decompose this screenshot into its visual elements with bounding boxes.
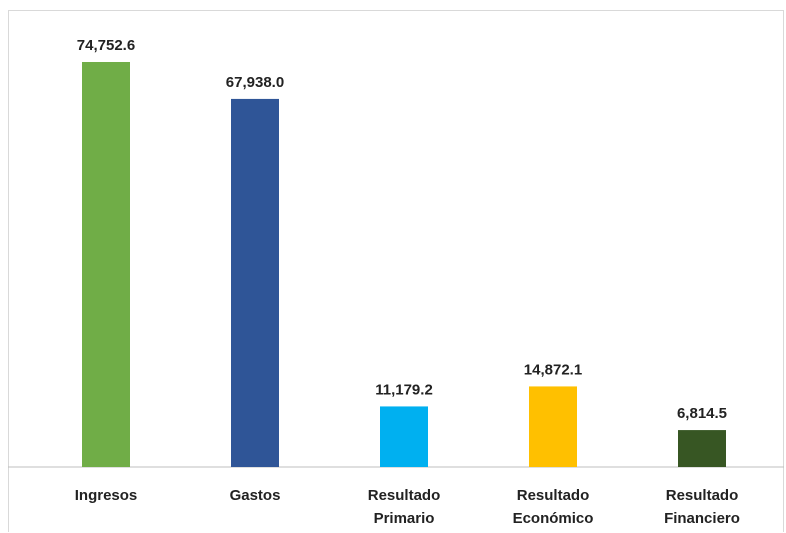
category-label-1-0: Gastos — [230, 487, 281, 504]
bar-4 — [678, 430, 726, 467]
category-labels-group: Ingresos Gastos Resultado Primario Resultado… — [75, 487, 740, 527]
category-label-2-0: Resultado — [368, 487, 441, 504]
chart-frame — [8, 10, 784, 532]
bar-2 — [380, 406, 428, 467]
value-label-2: 11,179.2 — [375, 381, 433, 398]
value-label-3: 14,872.1 — [524, 361, 582, 378]
bar-1 — [231, 98, 279, 468]
bars-group — [82, 62, 726, 468]
category-label-3-0: Resultado — [517, 487, 590, 504]
category-label-2-1: Primario — [374, 510, 435, 527]
value-label-0: 74,752.6 — [77, 37, 135, 54]
value-label-4: 6,814.5 — [677, 405, 727, 422]
category-label-0-0: Ingresos — [75, 487, 138, 504]
category-label-3-1: Económico — [513, 510, 594, 527]
value-label-1: 67,938.0 — [226, 74, 284, 91]
category-label-4-0: Resultado — [666, 487, 739, 504]
bar-3 — [529, 386, 577, 467]
category-label-4-1: Financiero — [664, 510, 740, 527]
value-labels-group: 74,752.6 67,938.0 11,179.2 14,872.1 6,814.5 — [77, 37, 727, 422]
bar-0 — [82, 62, 130, 467]
